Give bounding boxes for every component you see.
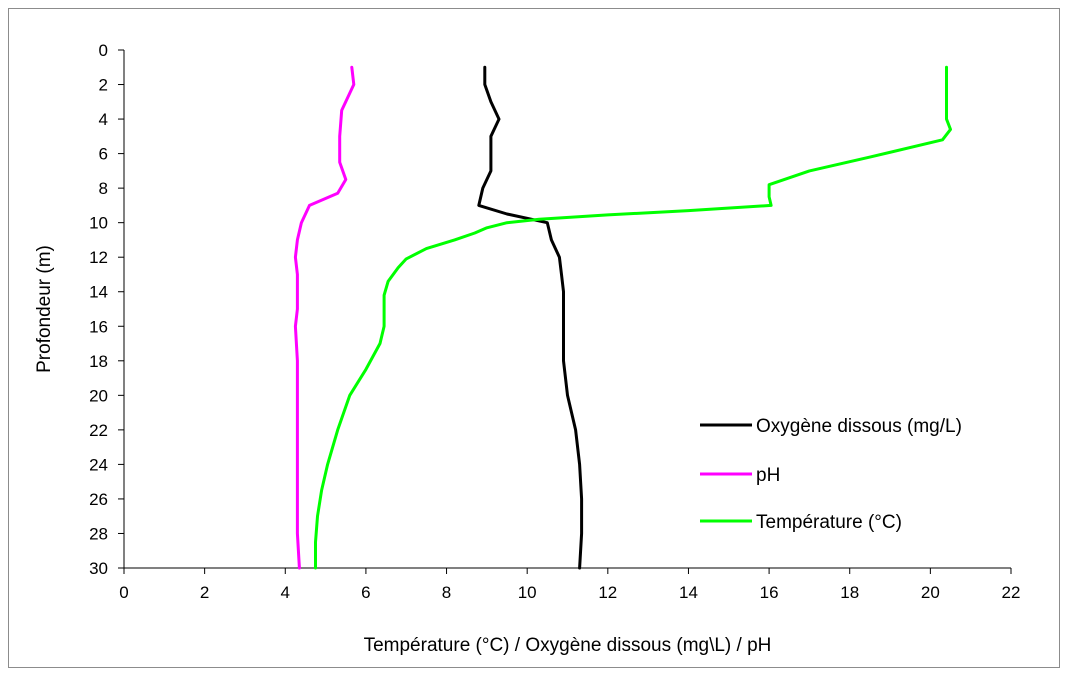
x-tick-label: 0 xyxy=(119,583,128,602)
x-tick-label: 20 xyxy=(921,583,940,602)
y-tick-label: 24 xyxy=(89,455,108,474)
y-tick-label: 20 xyxy=(89,386,108,405)
x-tick-label: 18 xyxy=(840,583,859,602)
y-tick-label: 14 xyxy=(89,283,108,302)
y-tick-label: 26 xyxy=(89,490,108,509)
series-line-2 xyxy=(314,65,952,570)
x-tick-label: 22 xyxy=(1002,583,1021,602)
y-tick-label: 12 xyxy=(89,248,108,267)
y-tick-label: 16 xyxy=(89,317,108,336)
y-tick-label: 10 xyxy=(89,214,108,233)
legend-label: Oxygène dissous (mg/L) xyxy=(756,416,962,437)
y-tick-label: 6 xyxy=(99,145,108,164)
legend-label: pH xyxy=(756,465,780,486)
x-tick-label: 14 xyxy=(679,583,698,602)
x-tick-label: 4 xyxy=(281,583,290,602)
series-layer xyxy=(293,65,952,570)
y-axis-title: Profondeur (m) xyxy=(34,245,55,373)
y-tick-label: 0 xyxy=(99,41,108,60)
x-tick-label: 6 xyxy=(361,583,370,602)
series-line-1 xyxy=(293,65,356,570)
y-tick-label: 22 xyxy=(89,421,108,440)
y-tick-label: 28 xyxy=(89,524,108,543)
x-tick-label: 2 xyxy=(200,583,209,602)
x-tick-label: 16 xyxy=(760,583,779,602)
x-axis-ticks: 0 2 4 6 8 10 12 14 16 18 20 22 xyxy=(119,568,1020,602)
x-tick-label: 10 xyxy=(518,583,537,602)
y-tick-label: 30 xyxy=(89,559,108,578)
x-tick-label: 8 xyxy=(442,583,451,602)
chart-frame xyxy=(8,8,1060,668)
plot-area xyxy=(123,50,1011,569)
y-tick-label: 8 xyxy=(99,179,108,198)
series-line-0 xyxy=(477,65,584,570)
x-axis-title: Température (°C) / Oxygène dissous (mg\L… xyxy=(364,635,772,656)
y-tick-label: 18 xyxy=(89,352,108,371)
y-tick-label: 2 xyxy=(99,76,108,95)
legend: Oxygène dissous (mg/L) pH Température (°C) xyxy=(700,416,962,533)
x-tick-label: 12 xyxy=(598,583,617,602)
y-tick-label: 4 xyxy=(99,110,108,129)
legend-label: Température (°C) xyxy=(756,512,902,533)
